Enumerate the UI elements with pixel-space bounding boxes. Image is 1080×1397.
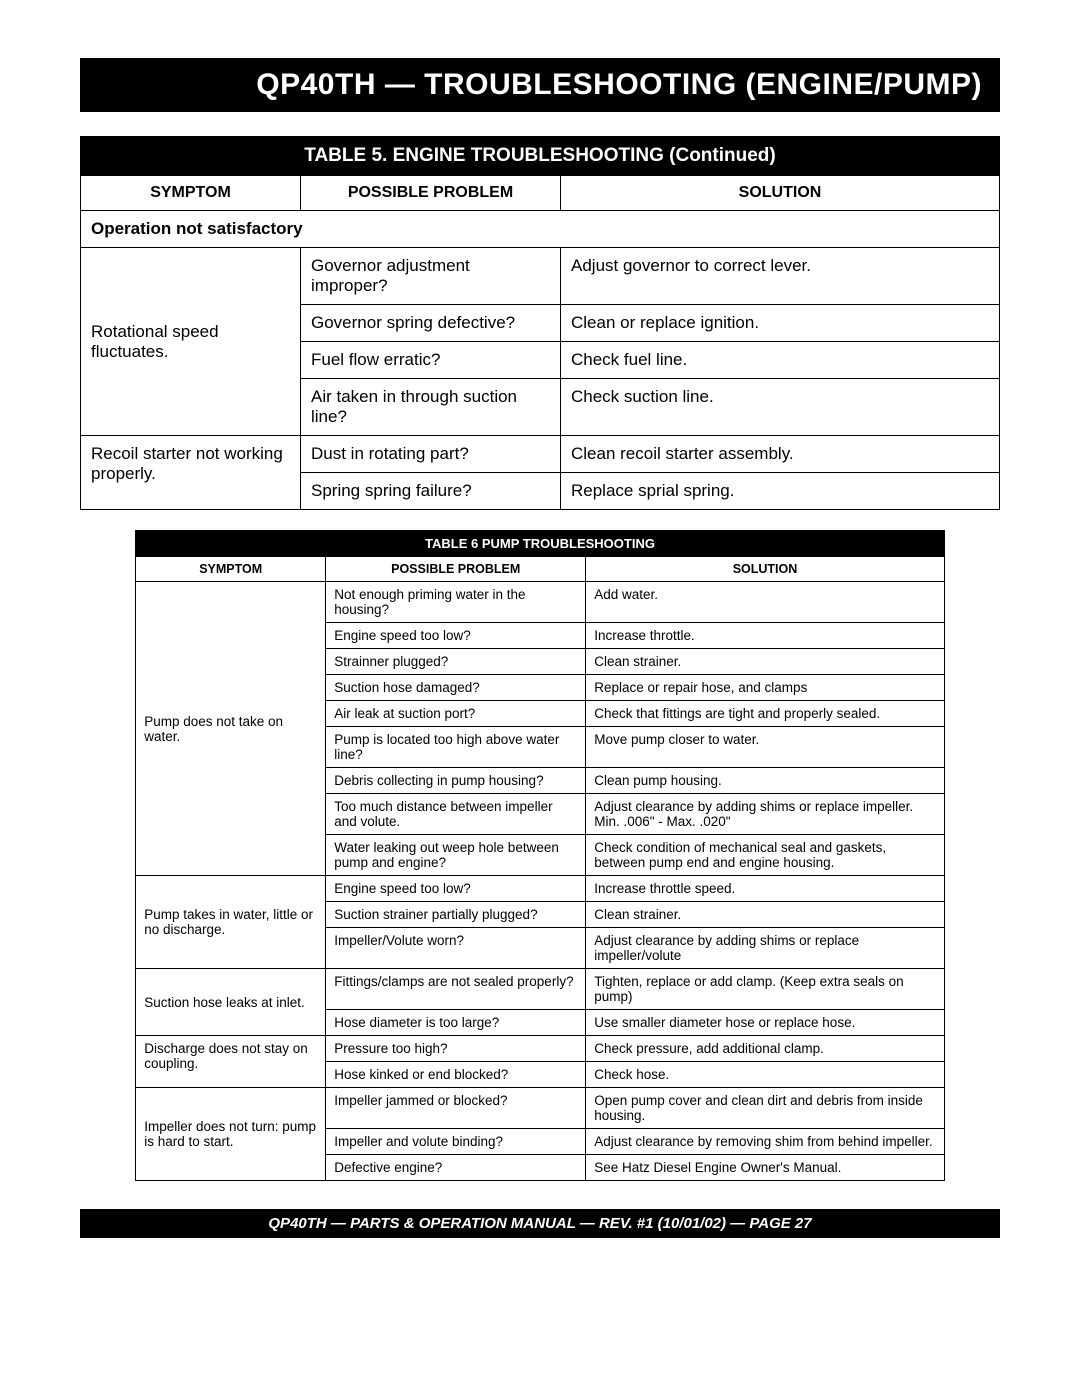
- table6-solution: Check pressure, add additional clamp.: [586, 1036, 945, 1062]
- table5-symptom: Recoil starter not working properly.: [81, 436, 301, 510]
- table6-solution: Clean pump housing.: [586, 768, 945, 794]
- table6-problem: Water leaking out weep hole between pump…: [326, 835, 586, 876]
- table5-solution: Clean recoil starter assembly.: [561, 436, 1000, 473]
- table5-solution: Replace sprial spring.: [561, 473, 1000, 510]
- table6-problem: Hose diameter is too large?: [326, 1010, 586, 1036]
- table6-solution: Clean strainer.: [586, 902, 945, 928]
- page: QP40TH — TROUBLESHOOTING (ENGINE/PUMP) T…: [0, 0, 1080, 1278]
- table5-problem: Spring spring failure?: [301, 473, 561, 510]
- table6-problem: Impeller/Volute worn?: [326, 928, 586, 969]
- table6-solution: Adjust clearance by removing shim from b…: [586, 1129, 945, 1155]
- table6-solution: Adjust clearance by adding shims or repl…: [586, 928, 945, 969]
- table5-solution: Check fuel line.: [561, 342, 1000, 379]
- table5-problem: Fuel flow erratic?: [301, 342, 561, 379]
- table5-problem: Air taken in through suction line?: [301, 379, 561, 436]
- table6-solution: Clean strainer.: [586, 649, 945, 675]
- table5-header-problem: POSSIBLE PROBLEM: [301, 176, 561, 211]
- table5-subhead: Operation not satisfactory: [81, 211, 1000, 248]
- table6-solution: Tighten, replace or add clamp. (Keep ext…: [586, 969, 945, 1010]
- table5-solution: Adjust governor to correct lever.: [561, 248, 1000, 305]
- table5-solution: Check suction line.: [561, 379, 1000, 436]
- table5-header-symptom: SYMPTOM: [81, 176, 301, 211]
- table6-problem: Too much distance between impeller and v…: [326, 794, 586, 835]
- table6-solution: Check condition of mechanical seal and g…: [586, 835, 945, 876]
- table6-problem: Suction hose damaged?: [326, 675, 586, 701]
- table6-solution: Use smaller diameter hose or replace hos…: [586, 1010, 945, 1036]
- table6-solution: See Hatz Diesel Engine Owner's Manual.: [586, 1155, 945, 1181]
- page-banner: QP40TH — TROUBLESHOOTING (ENGINE/PUMP): [80, 58, 1000, 112]
- table6-problem: Strainner plugged?: [326, 649, 586, 675]
- table6-solution: Check that fittings are tight and proper…: [586, 701, 945, 727]
- table6-problem: Suction strainer partially plugged?: [326, 902, 586, 928]
- table6-problem: Debris collecting in pump housing?: [326, 768, 586, 794]
- table6-problem: Impeller and volute binding?: [326, 1129, 586, 1155]
- table6-solution: Replace or repair hose, and clamps: [586, 675, 945, 701]
- table6-problem: Not enough priming water in the housing?: [326, 582, 586, 623]
- table6-solution: Increase throttle.: [586, 623, 945, 649]
- table5-header-solution: SOLUTION: [561, 176, 1000, 211]
- table5-problem: Dust in rotating part?: [301, 436, 561, 473]
- table6-symptom: Suction hose leaks at inlet.: [136, 969, 326, 1036]
- table6-header-problem: POSSIBLE PROBLEM: [326, 557, 586, 582]
- footer-bar: QP40TH — PARTS & OPERATION MANUAL — REV.…: [80, 1209, 1000, 1238]
- table6-problem: Engine speed too low?: [326, 876, 586, 902]
- table6-problem: Pressure too high?: [326, 1036, 586, 1062]
- table6-title: TABLE 6 PUMP TROUBLESHOOTING: [136, 531, 945, 557]
- table6-symptom: Impeller does not turn: pump is hard to …: [136, 1088, 326, 1181]
- table6-symptom: Discharge does not stay on coupling.: [136, 1036, 326, 1088]
- table5-problem: Governor spring defective?: [301, 305, 561, 342]
- table6-solution: Check hose.: [586, 1062, 945, 1088]
- table6-solution: Add water.: [586, 582, 945, 623]
- table6-header-solution: SOLUTION: [586, 557, 945, 582]
- table6-problem: Impeller jammed or blocked?: [326, 1088, 586, 1129]
- table6-pump-troubleshooting: TABLE 6 PUMP TROUBLESHOOTING SYMPTOM POS…: [135, 530, 945, 1181]
- table6-solution: Adjust clearance by adding shims or repl…: [586, 794, 945, 835]
- table5-solution: Clean or replace ignition.: [561, 305, 1000, 342]
- table6-problem: Engine speed too low?: [326, 623, 586, 649]
- table6-problem: Air leak at suction port?: [326, 701, 586, 727]
- table6-solution: Open pump cover and clean dirt and debri…: [586, 1088, 945, 1129]
- table6-solution: Move pump closer to water.: [586, 727, 945, 768]
- table6-solution: Increase throttle speed.: [586, 876, 945, 902]
- table6-problem: Defective engine?: [326, 1155, 586, 1181]
- table6-problem: Pump is located too high above water lin…: [326, 727, 586, 768]
- table5-problem: Governor adjustment improper?: [301, 248, 561, 305]
- table5-symptom: Rotational speed fluctuates.: [81, 248, 301, 436]
- table6-problem: Fittings/clamps are not sealed properly?: [326, 969, 586, 1010]
- table5-title: TABLE 5. ENGINE TROUBLESHOOTING (Continu…: [81, 137, 1000, 176]
- table6-header-symptom: SYMPTOM: [136, 557, 326, 582]
- table6-symptom: Pump takes in water, little or no discha…: [136, 876, 326, 969]
- table5-engine-troubleshooting: TABLE 5. ENGINE TROUBLESHOOTING (Continu…: [80, 136, 1000, 510]
- table6-problem: Hose kinked or end blocked?: [326, 1062, 586, 1088]
- table6-symptom: Pump does not take on water.: [136, 582, 326, 876]
